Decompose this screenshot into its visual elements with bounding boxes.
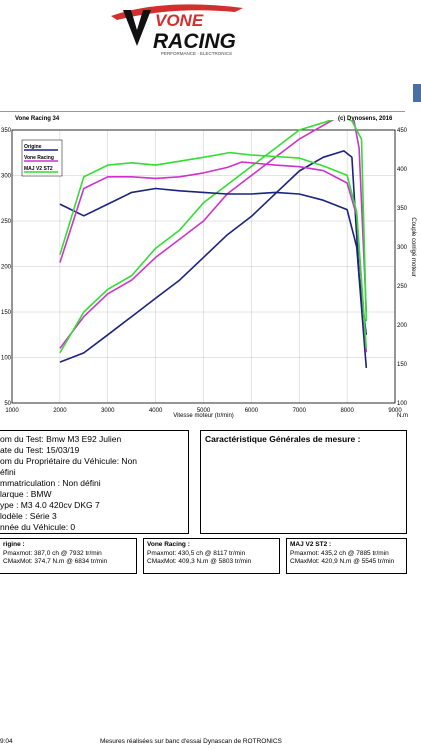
- measure-title: Caractéristique Générales de mesure :: [205, 434, 361, 444]
- legend-label: MAJ V2 ST2: [24, 166, 53, 172]
- legend-box: [21, 139, 63, 177]
- dyno-chart: 1000 2000 3000 4000 5000 6000 7000 8000 9000 350 3…: [1, 120, 416, 419]
- y-right-axis-label: Couple corrigé moteur: [410, 217, 416, 276]
- x-tick-label: 5000: [197, 408, 211, 414]
- power-curve-vone-racing: [59, 120, 368, 349]
- y-right-tick-label: 300: [397, 245, 408, 251]
- y-right-tick-label: 400: [397, 167, 408, 173]
- x-tick-label: 7000: [293, 408, 307, 414]
- vehicle-type: ype : M3 4.0 420cv DKG 7: [0, 500, 100, 510]
- y-right-tick-label: 100: [397, 401, 408, 407]
- summary-title: MAJ V2 ST2 :: [290, 541, 332, 548]
- logo-subtitle: PERFORMANCE · ELECTRONICS: [161, 51, 232, 56]
- x-axis-unit: N.m: [397, 413, 408, 419]
- y-left-tick-label: 200: [1, 265, 12, 271]
- footer-text: Mesures réalisées sur banc d'essai Dynas…: [100, 738, 282, 745]
- power-curve-origine: [59, 150, 368, 363]
- y-left-tick-label: 50: [4, 401, 11, 407]
- legend-label: Vone Racing: [24, 155, 54, 161]
- summary-torque: CMaxMot: 374,7 N.m @ 6834 tr/min: [3, 558, 108, 565]
- summary-torque: CMaxMot: 409,3 N.m @ 5803 tr/min: [147, 558, 252, 565]
- logo-line2: RACING: [153, 30, 236, 53]
- torque-curve-maj-v2-st2: [59, 151, 368, 349]
- y-left-tick-label: 150: [1, 310, 12, 316]
- y-left-tick-label: 100: [1, 356, 12, 362]
- power-curve-maj-v2-st2: [59, 120, 368, 354]
- x-tick-label: 4000: [149, 408, 163, 414]
- summary-origine: rigine : Pmaxmot: 387,0 ch @ 7932 tr/min…: [0, 538, 137, 574]
- x-tick-label: 8000: [340, 408, 354, 414]
- x-tick-label: 6000: [245, 408, 259, 414]
- logo-line1: VONE: [155, 11, 204, 30]
- summary-power: Pmaxmot: 435,2 ch @ 7885 tr/min: [290, 549, 389, 557]
- y-left-tick-label: 250: [1, 219, 12, 225]
- summary-title: rigine :: [3, 541, 25, 548]
- report-left-title: Vone Racing 34: [15, 116, 60, 122]
- y-right-tick-label: 200: [397, 323, 408, 329]
- y-right-tick-label: 350: [397, 206, 408, 212]
- footer-time: 9:04: [0, 738, 13, 745]
- x-tick-label: 9000: [388, 408, 402, 414]
- summary-power: Pmaxmot: 430,5 ch @ 8117 tr/min: [147, 549, 246, 557]
- x-tick-label: 3000: [101, 408, 115, 414]
- brand: larque : BMW: [0, 489, 52, 499]
- test-name: om du Test: Bmw M3 E92 Julien: [0, 434, 122, 444]
- legend-label: Origine: [24, 144, 42, 150]
- summary-maj-v2-st2: MAJ V2 ST2 : Pmaxmot: 435,2 ch @ 7885 tr…: [286, 538, 407, 574]
- summary-power: Pmaxmot: 387,0 ch @ 7932 tr/min: [3, 549, 102, 557]
- x-tick-label: 2000: [53, 408, 67, 414]
- header-rule: [0, 111, 405, 112]
- plot-frame: [11, 129, 396, 404]
- y-right-tick-label: 150: [397, 362, 408, 368]
- owner-name: om du Propriétaire du Véhicule: Non: [0, 456, 138, 466]
- summary-torque: CMaxMot: 420,9 N.m @ 5545 tr/min: [290, 558, 395, 565]
- vone-racing-logo: VONE RACING PERFORMANCE · ELECTRONICS: [111, 4, 243, 56]
- y-right-tick-label: 250: [397, 284, 408, 290]
- y-right-tick-label: 450: [397, 128, 408, 134]
- edge-marker: [413, 84, 421, 102]
- test-date: ate du Test: 15/03/19: [0, 445, 80, 455]
- y-left-tick-label: 300: [1, 174, 12, 180]
- measure-box: Caractéristique Générales de mesure :: [200, 430, 407, 534]
- model: lodèle : Série 3: [0, 511, 57, 521]
- torque-curve-vone-racing: [59, 161, 368, 353]
- owner-name-cont: éfini: [0, 467, 16, 477]
- y-left-tick-label: 350: [1, 128, 12, 134]
- report-right-title: (c) Dynosens, 2016: [338, 116, 393, 122]
- summary-vone-racing: Vone Racing : Pmaxmot: 430,5 ch @ 8117 t…: [143, 538, 280, 574]
- x-tick-label: 1000: [5, 408, 19, 414]
- vehicle-info-box: om du Test: Bmw M3 E92 Julien ate du Tes…: [0, 430, 189, 534]
- summary-title: Vone Racing :: [147, 541, 190, 548]
- registration: mmatriculation : Non défini: [0, 478, 101, 488]
- x-axis-label: Vitesse moteur (tr/min): [173, 413, 234, 419]
- torque-curve-origine: [59, 187, 368, 368]
- year: nnée du Véhicule: 0: [0, 522, 76, 532]
